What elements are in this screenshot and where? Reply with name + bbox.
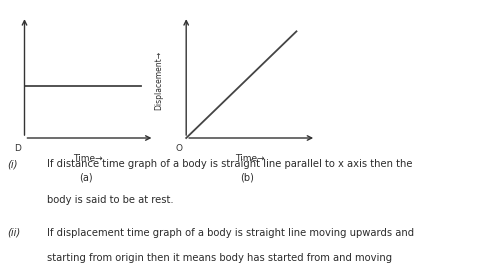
Text: starting from origin then it means body has started from and moving: starting from origin then it means body … [47, 253, 392, 263]
Text: Displacement→: Displacement→ [155, 51, 164, 110]
Text: (a): (a) [79, 173, 93, 183]
Text: (b): (b) [241, 173, 254, 183]
Text: Time→: Time→ [235, 154, 265, 163]
Text: O: O [175, 144, 182, 153]
Text: body is said to be at rest.: body is said to be at rest. [47, 195, 173, 205]
Text: (i): (i) [7, 159, 18, 169]
Text: If displacement time graph of a body is straight line moving upwards and: If displacement time graph of a body is … [47, 228, 414, 238]
Text: Time→: Time→ [74, 154, 103, 163]
Text: (ii): (ii) [7, 228, 21, 238]
Text: D: D [14, 144, 21, 153]
Text: If distance time graph of a body is straight line parallel to x axis then the: If distance time graph of a body is stra… [47, 159, 412, 169]
